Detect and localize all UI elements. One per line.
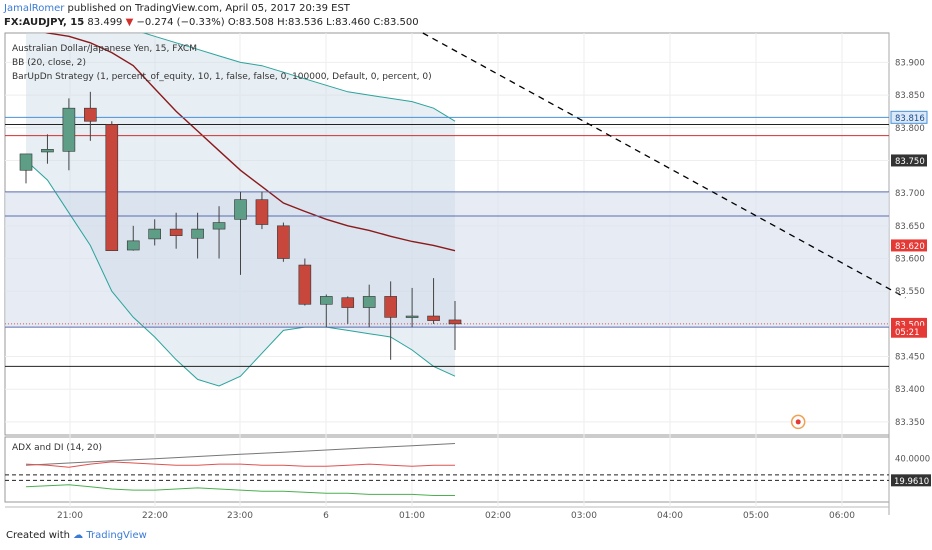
created-with-text: Created with: [6, 530, 70, 541]
last-price: 83.499: [87, 17, 123, 28]
published-text: published on TradingView.com, April 05, …: [67, 3, 350, 14]
x-tick-label: 22:00: [142, 511, 168, 521]
candle-body[interactable]: [255, 199, 269, 225]
ohlc-high: H:83.536: [277, 17, 323, 28]
footer: Created with ☁ TradingView: [6, 530, 147, 541]
x-tick-label: 05:00: [743, 511, 769, 521]
y-tick-label: 83.650: [895, 222, 925, 232]
di-minus-line: [25, 461, 455, 468]
candle-body[interactable]: [341, 297, 355, 308]
x-tick-label: 02:00: [485, 511, 511, 521]
y-tick-label: 83.400: [895, 385, 925, 395]
adx-value-tag: 19.9610: [894, 477, 929, 487]
candle-body[interactable]: [126, 240, 140, 251]
x-tick-label: 6: [323, 511, 329, 521]
y-tick-label: 83.700: [895, 189, 925, 199]
candle-body[interactable]: [298, 264, 312, 305]
legend-adx: ADX and DI (14, 20): [12, 443, 102, 453]
legend-bb: BB (20, close, 2): [12, 58, 87, 68]
candle-body[interactable]: [41, 149, 54, 153]
di-plus-line: [25, 484, 455, 496]
price-tag-box: [891, 154, 927, 167]
candle-body[interactable]: [448, 319, 462, 325]
price-tag-box: [891, 239, 927, 252]
candle-body[interactable]: [277, 225, 290, 259]
price-tag-box: [890, 110, 928, 124]
x-tick-label: 23:00: [227, 511, 253, 521]
candle-body[interactable]: [62, 107, 76, 152]
price-tag: 05:21: [895, 328, 920, 338]
adx-line: [25, 443, 456, 466]
candle-body[interactable]: [427, 315, 440, 321]
ohlc-close: C:83.500: [373, 17, 419, 28]
candle-body[interactable]: [84, 107, 97, 122]
y-tick-label: 83.450: [895, 353, 925, 363]
change-value: −0.274 (−0.33%): [136, 17, 225, 28]
ohlc-low: L:83.460: [326, 17, 371, 28]
y-tick-label: 83.800: [895, 124, 925, 134]
candle-body[interactable]: [169, 228, 183, 236]
adx-tag-box: [891, 474, 931, 487]
y-tick-label: 83.900: [895, 58, 925, 68]
tradingview-link[interactable]: TradingView: [86, 530, 147, 541]
x-tick-label: 03:00: [571, 511, 597, 521]
price-tag: 83.750: [895, 157, 925, 167]
candle-body[interactable]: [105, 124, 119, 251]
publish-header: JamalRomer published on TradingView.com,…: [4, 3, 350, 14]
y-tick-label: 83.600: [895, 255, 925, 265]
candle-body[interactable]: [319, 296, 333, 305]
price-tag: 83.500: [895, 320, 925, 330]
candle-body[interactable]: [234, 199, 247, 220]
y-tick-label: 83.350: [895, 418, 925, 428]
candle-body[interactable]: [212, 222, 226, 230]
candle-body[interactable]: [19, 153, 33, 171]
candle-body[interactable]: [362, 296, 376, 308]
adx-y-tick-label: 40.0000: [895, 455, 930, 465]
bb-lower-line: [25, 160, 456, 387]
alert-marker-dot: [795, 419, 801, 425]
bb-upper-line: [142, 33, 456, 122]
tradingview-logo-icon: ☁: [73, 530, 84, 541]
legend-strategy: BarUpDn Strategy (1, percent_of_equity, …: [12, 72, 432, 82]
x-tick-label: 04:00: [657, 511, 683, 521]
price-tag: 83.620: [895, 242, 925, 252]
x-tick-label: 21:00: [57, 511, 83, 521]
trend-line[interactable]: [422, 32, 906, 299]
author-link[interactable]: JamalRomer: [4, 3, 65, 14]
candle-body[interactable]: [148, 228, 161, 240]
legend-title: Australian Dollar/Japanese Yen, 15, FXCM: [12, 44, 197, 54]
price-tag: 83.816: [895, 114, 925, 124]
change-arrow-icon: ▼: [125, 17, 134, 28]
ohlc-open: O:83.508: [227, 17, 274, 28]
bb-basis-line: [45, 33, 456, 252]
price-tag-box: [891, 325, 927, 338]
symbol: FX:AUDJPY, 15: [4, 17, 85, 28]
y-tick-label: 83.550: [895, 287, 925, 297]
y-tick-label: 83.850: [895, 91, 925, 101]
x-tick-label: 06:00: [829, 511, 855, 521]
strategy-band-fill: [5, 191, 889, 328]
candle-body[interactable]: [384, 296, 397, 318]
candle-body[interactable]: [405, 315, 419, 318]
x-tick-label: 01:00: [399, 511, 425, 521]
candle-body[interactable]: [191, 228, 204, 239]
symbol-line: FX:AUDJPY, 15 83.499 ▼ −0.274 (−0.33%) O…: [4, 17, 419, 28]
